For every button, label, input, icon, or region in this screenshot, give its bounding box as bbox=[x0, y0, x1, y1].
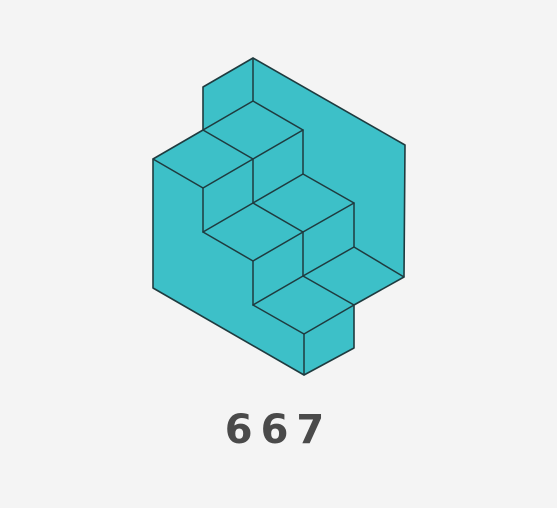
figure-silhouette bbox=[152, 57, 406, 376]
block-edge-14 bbox=[302, 202, 355, 233]
block-edge-18 bbox=[252, 231, 304, 262]
block-edge-3 bbox=[152, 158, 204, 189]
block-edge-1 bbox=[202, 100, 254, 131]
block-edge-2 bbox=[252, 100, 304, 131]
block-edge-25 bbox=[303, 304, 355, 335]
block-edge-13 bbox=[252, 202, 304, 233]
block-edge-11 bbox=[302, 173, 355, 204]
block-edge-6 bbox=[202, 158, 254, 189]
block-edge-10 bbox=[252, 173, 304, 204]
block-edge-22 bbox=[252, 275, 304, 306]
figure-number: 667 bbox=[224, 407, 333, 453]
block-edge-15 bbox=[202, 231, 254, 262]
block-edge-5 bbox=[252, 129, 304, 160]
block-edge-19 bbox=[302, 246, 355, 277]
block-edge-4 bbox=[202, 129, 254, 160]
block-edge-12 bbox=[202, 202, 254, 233]
block-edge-20 bbox=[353, 246, 405, 278]
block-edge-24 bbox=[252, 304, 305, 335]
block-edge-23 bbox=[302, 275, 355, 306]
